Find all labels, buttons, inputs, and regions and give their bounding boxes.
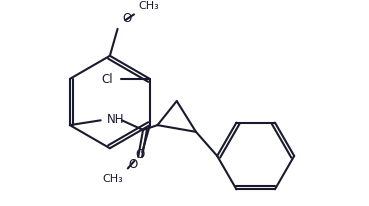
- Text: CH₃: CH₃: [102, 173, 123, 183]
- Text: O: O: [128, 157, 137, 170]
- Text: Cl: Cl: [102, 73, 113, 86]
- Text: NH: NH: [106, 112, 124, 125]
- Text: O: O: [135, 147, 145, 160]
- Text: O: O: [123, 12, 132, 25]
- Text: CH₃: CH₃: [139, 1, 159, 11]
